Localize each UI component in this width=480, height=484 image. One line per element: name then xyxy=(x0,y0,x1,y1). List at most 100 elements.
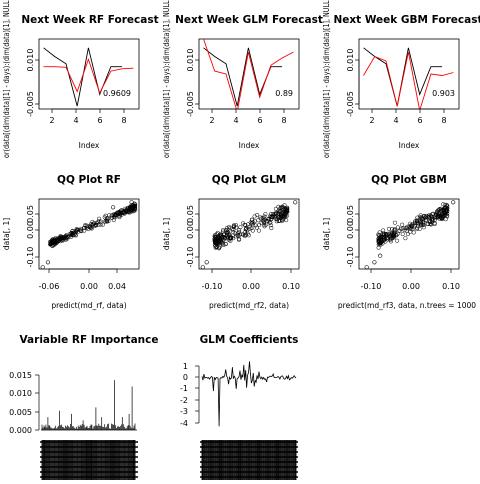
qq-point xyxy=(390,235,396,241)
qq-point xyxy=(71,230,76,235)
qq-point xyxy=(221,242,226,248)
qq-point xyxy=(408,229,413,234)
qq-point xyxy=(388,237,393,242)
qq-outlier-point xyxy=(378,253,383,258)
qq-point xyxy=(234,225,239,230)
qq-point xyxy=(391,233,396,238)
actual-series-line xyxy=(203,47,283,107)
qq-point xyxy=(268,217,273,222)
qq-rf-panel: -0.06 0.00 0.04 -0.10 0.00 0.05 predict(… xyxy=(2,198,140,310)
qq-point xyxy=(266,218,271,223)
actual-series-line xyxy=(43,47,123,107)
qq-point xyxy=(276,208,281,213)
qq-gbm-ytick: 0.05 xyxy=(346,205,355,223)
qq-gbm-panel: -0.10 0.00 0.10 -0.10 0.00 0.05 predict(… xyxy=(322,198,476,310)
qq-point xyxy=(412,219,418,224)
qq-point xyxy=(104,218,109,223)
qq-point xyxy=(131,204,136,209)
glm-forecast-ytick: -0.005 xyxy=(186,91,195,117)
gbm-forecast-xtick: 8 xyxy=(441,116,446,125)
glm-forecast-xtick: 4 xyxy=(233,116,238,125)
qq-rf-y-axis: -0.10 0.00 0.05 xyxy=(26,205,40,267)
glm-forecast-y-axis: -0.005 0.010 xyxy=(186,49,200,117)
qq-point xyxy=(88,221,94,227)
qq-point xyxy=(278,213,283,218)
qq-rf-ytick: 0.00 xyxy=(26,221,35,239)
rf-importance-bars xyxy=(41,380,137,431)
qq-point xyxy=(421,213,427,219)
qq-point xyxy=(86,227,91,232)
glm-coefficients-ytick: 0 xyxy=(183,373,188,382)
qq-glm-xlabel: predict(md_rf2, data) xyxy=(209,301,289,310)
qq-point xyxy=(403,236,408,241)
rf-forecast-xtick: 6 xyxy=(97,116,102,125)
rf-importance-ytick: 0.015 xyxy=(9,371,32,380)
rf-forecast-r2-label: 0.9609 xyxy=(103,89,131,98)
qq-point xyxy=(282,214,287,219)
qq-point xyxy=(105,219,110,224)
gbm-forecast-x-axis: 2 4 6 8 xyxy=(369,108,447,125)
qq-point xyxy=(222,235,227,240)
qq-point xyxy=(269,214,274,219)
qq-point xyxy=(97,219,102,224)
qq-point xyxy=(82,228,87,233)
qq-point xyxy=(74,228,79,233)
qq-point xyxy=(434,215,439,220)
rf-importance-ytick: 0.000 xyxy=(9,426,32,435)
qq-point xyxy=(423,218,428,223)
qq-point xyxy=(400,222,405,227)
qq-outlier-point xyxy=(200,265,205,270)
qq-point xyxy=(376,236,381,241)
glm-coefficients-ytick: 1 xyxy=(183,362,188,371)
qq-gbm-xtick: 0.10 xyxy=(442,282,460,291)
qq-point xyxy=(65,236,70,241)
qq-point xyxy=(384,233,389,238)
qq-point xyxy=(393,230,398,235)
qq-point xyxy=(425,222,430,227)
qq-point xyxy=(237,227,242,233)
qq-outlier-point xyxy=(129,200,134,205)
qq-outlier-point xyxy=(40,265,45,270)
qq-gbm-ytick: 0.00 xyxy=(346,221,355,239)
qq-point xyxy=(248,220,253,225)
qq-glm-xtick: 0.10 xyxy=(282,282,300,291)
glm-coefficients-title: GLM Coefficients xyxy=(200,334,299,346)
qq-point xyxy=(231,230,236,235)
qq-gbm-x-axis: -0.10 0.00 0.10 xyxy=(361,268,460,291)
qq-glm-xtick: 0.00 xyxy=(242,282,260,291)
qq-point xyxy=(380,241,385,246)
qq-point xyxy=(285,213,290,218)
qq-point xyxy=(220,234,225,239)
qq-gbm-ytick: -0.10 xyxy=(346,247,355,268)
qq-point xyxy=(132,203,138,208)
glm-coefficients-series xyxy=(201,361,297,427)
qq-rf-x-axis: -0.06 0.00 0.04 xyxy=(39,268,126,291)
qq-outlier-point xyxy=(204,260,209,265)
glm-coefficients-ytick: -3 xyxy=(180,407,188,416)
qq-point xyxy=(262,217,267,222)
qq-point xyxy=(258,215,263,220)
qq-point xyxy=(273,206,278,211)
qq-outlier-point xyxy=(372,260,377,265)
qq-point xyxy=(440,208,445,213)
qq-point xyxy=(113,212,118,217)
glm-coefficients-y-axis: 1 0 -1 -2 -3 -4 xyxy=(180,362,200,428)
qq-point xyxy=(105,216,110,221)
qq-point xyxy=(109,215,114,220)
gbm-forecast-r2-label: 0.903 xyxy=(432,89,455,98)
glm-coefficients-ytick: -1 xyxy=(180,384,188,393)
qq-point xyxy=(405,231,411,237)
qq-point xyxy=(48,241,53,246)
qq-point xyxy=(394,238,400,243)
qq-point xyxy=(61,234,66,240)
qq-outlier-point xyxy=(283,206,288,212)
qq-point xyxy=(410,222,415,227)
glm-coefficients-ytick: -4 xyxy=(180,419,188,428)
forecast-series-line xyxy=(203,39,294,109)
qq-point xyxy=(392,227,397,232)
qq-point xyxy=(280,204,285,209)
qq-point xyxy=(417,226,422,231)
qq-glm-y-axis: -0.10 0.00 0.05 xyxy=(186,205,200,267)
qq-point xyxy=(78,226,84,231)
qq-point xyxy=(380,231,385,236)
